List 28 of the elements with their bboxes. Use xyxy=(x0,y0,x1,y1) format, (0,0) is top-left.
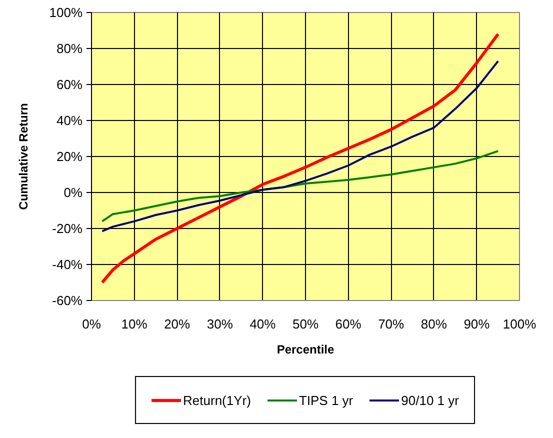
x-tick-label: 40% xyxy=(250,316,276,332)
y-tick-label: -60% xyxy=(52,293,83,308)
x-tick-label: 100% xyxy=(502,316,537,332)
line-series xyxy=(101,150,500,222)
x-tick-label: 50% xyxy=(292,316,319,332)
x-tick-label: 70% xyxy=(378,316,405,332)
y-tick-label: 40% xyxy=(56,113,83,128)
x-tick-label: 0% xyxy=(82,316,102,332)
y-tick-label: -40% xyxy=(52,257,83,272)
line-series xyxy=(101,60,500,232)
y-tick-label: 0% xyxy=(64,185,83,200)
legend-label: 90/10 1 yr xyxy=(401,392,459,408)
x-tick-label: 10% xyxy=(121,316,148,332)
y-tick-label: 80% xyxy=(56,41,83,56)
y-axis-title: Cumulative Return xyxy=(16,103,30,210)
y-tick-label: -20% xyxy=(52,221,83,236)
x-tick-label: 80% xyxy=(420,316,448,332)
y-tick-label: 100% xyxy=(49,5,83,20)
legend-label: TIPS 1 yr xyxy=(298,392,354,408)
y-tick-label: 60% xyxy=(56,77,83,92)
x-axis-title: Percentile xyxy=(276,342,335,356)
x-tick-label: 60% xyxy=(335,316,362,332)
line-series xyxy=(100,32,500,284)
x-tick-label: 30% xyxy=(206,316,234,332)
x-tick-label: 20% xyxy=(164,316,191,332)
legend-label: Return(1Yr) xyxy=(183,392,251,408)
x-tick-label: 90% xyxy=(464,316,490,332)
y-tick-label: 20% xyxy=(56,149,83,164)
